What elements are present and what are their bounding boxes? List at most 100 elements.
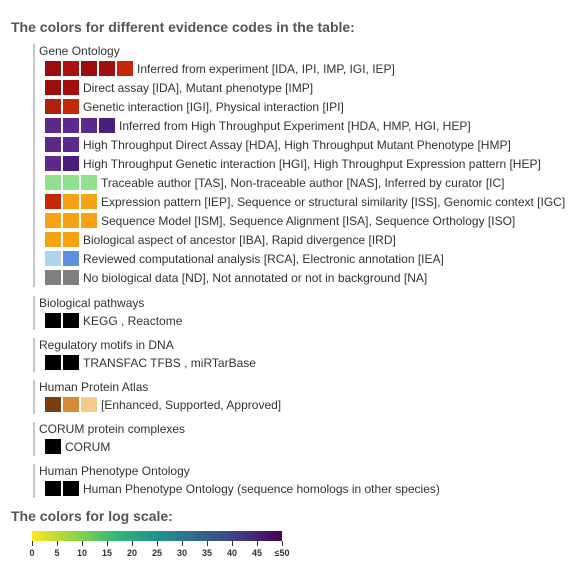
color-swatch-group: [45, 313, 79, 328]
log-scale-legend: 0 5 10 15 20 25 30 35 40 45 ≤50: [29, 531, 289, 571]
legend-row: Inferred from High Throughput Experiment…: [39, 116, 565, 135]
legend-row-label: Reviewed computational analysis [RCA], E…: [83, 251, 444, 266]
log-scale-tick: [157, 541, 158, 546]
color-swatch: [45, 439, 61, 454]
color-swatch: [117, 61, 133, 76]
color-swatch: [45, 80, 61, 95]
log-scale-tick: [132, 541, 133, 546]
legend-row-label: [Enhanced, Supported, Approved]: [101, 397, 282, 412]
legend-group-corum-protein-complexes: CORUM protein complexes CORUM: [33, 422, 185, 456]
color-swatch: [63, 175, 79, 190]
color-swatch-group: [45, 481, 79, 496]
color-swatch: [63, 118, 79, 133]
color-swatch: [45, 270, 61, 285]
color-swatch: [45, 213, 61, 228]
log-scale-tick-label: 20: [126, 548, 138, 558]
log-scale-tick: [207, 541, 208, 546]
legend-row: Human Phenotype Ontology (sequence homol…: [39, 479, 440, 498]
legend-row-label: Biological aspect of ancestor [IBA], Rap…: [83, 232, 396, 247]
legend-row-label: Expression pattern [IEP], Sequence or st…: [101, 194, 566, 209]
legend-row: [Enhanced, Supported, Approved]: [39, 395, 281, 414]
log-scale-tick-label: 40: [226, 548, 238, 558]
legend-group-biological-pathways: Biological pathways KEGG , Reactome: [33, 296, 182, 330]
color-swatch-group: [45, 99, 79, 114]
color-swatch: [63, 99, 79, 114]
legend-group-title: Human Phenotype Ontology: [39, 464, 190, 478]
legend-group-title: CORUM protein complexes: [39, 422, 186, 436]
legend-row-label: High Throughput Genetic interaction [HGI…: [83, 156, 541, 171]
legend-row: High Throughput Genetic interaction [HGI…: [39, 154, 565, 173]
legend-group-title: Human Protein Atlas: [39, 380, 149, 394]
legend-group-human-protein-atlas: Human Protein Atlas [Enhanced, Supported,…: [33, 380, 281, 414]
color-swatch: [45, 355, 61, 370]
color-swatch: [45, 99, 61, 114]
color-swatch: [81, 213, 97, 228]
color-swatch: [63, 232, 79, 247]
color-swatch: [63, 313, 79, 328]
log-scale-tick: [182, 541, 183, 546]
color-swatch: [63, 137, 79, 152]
color-swatch: [99, 118, 115, 133]
log-scale-tick: [82, 541, 83, 546]
log-scale-tick: [257, 541, 258, 546]
legend-group-title: Gene Ontology: [39, 44, 120, 58]
log-scale-tick-label: 5: [54, 548, 60, 558]
legend-row: Reviewed computational analysis [RCA], E…: [39, 249, 565, 268]
log-scale-tick-label: 30: [176, 548, 188, 558]
legend-row: Inferred from experiment [IDA, IPI, IMP,…: [39, 59, 565, 78]
log-scale-tick-label: 10: [76, 548, 88, 558]
color-swatch-group: [45, 232, 79, 247]
legend-row: Expression pattern [IEP], Sequence or st…: [39, 192, 565, 211]
color-swatch-group: [45, 355, 79, 370]
legend-row: Sequence Model [ISM], Sequence Alignment…: [39, 211, 565, 230]
color-swatch: [45, 251, 61, 266]
log-scale-tick: [107, 541, 108, 546]
color-swatch: [81, 118, 97, 133]
legend-row-label: CORUM: [65, 439, 111, 454]
log-scale-tick-label: 15: [101, 548, 113, 558]
legend-row-label: Inferred from experiment [IDA, IPI, IMP,…: [137, 61, 395, 76]
legend-row-label: No biological data [ND], Not annotated o…: [83, 270, 428, 285]
color-swatch-group: [45, 80, 79, 95]
color-swatch-group: [45, 397, 97, 412]
color-swatch: [63, 481, 79, 496]
legend-row: CORUM: [39, 437, 185, 456]
log-scale-gradient-bar: [32, 531, 282, 541]
legend-group-title: Biological pathways: [39, 296, 145, 310]
legend-row: No biological data [ND], Not annotated o…: [39, 268, 565, 287]
color-swatch: [99, 61, 115, 76]
legend-group-human-phenotype-ontology: Human Phenotype Ontology Human Phenotype …: [33, 464, 440, 498]
log-scale-heading: The colors for log scale:: [11, 508, 173, 524]
legend-row-label: Traceable author [TAS], Non-traceable au…: [101, 175, 505, 190]
color-swatch: [63, 80, 79, 95]
color-swatch: [45, 313, 61, 328]
legend-row: Genetic interaction [IGI], Physical inte…: [39, 97, 565, 116]
legend-row-label: KEGG , Reactome: [83, 313, 183, 328]
legend-group-regulatory-motifs-in-dna: Regulatory motifs in DNA TRANSFAC TFBS , …: [33, 338, 256, 372]
color-swatch-group: [45, 137, 79, 152]
color-swatch: [63, 397, 79, 412]
color-swatch-group: [45, 118, 115, 133]
color-swatch: [45, 194, 61, 209]
legend-row: Traceable author [TAS], Non-traceable au…: [39, 173, 565, 192]
evidence-codes-heading: The colors for different evidence codes …: [11, 19, 355, 35]
legend-group-title: Regulatory motifs in DNA: [39, 338, 174, 352]
color-swatch: [63, 156, 79, 171]
legend-row-label: TRANSFAC TFBS , miRTarBase: [83, 355, 256, 370]
legend-row: High Throughput Direct Assay [HDA], High…: [39, 135, 565, 154]
legend-row-label: High Throughput Direct Assay [HDA], High…: [83, 137, 511, 152]
color-swatch-group: [45, 156, 79, 171]
legend-row-label: Direct assay [IDA], Mutant phenotype [IM…: [83, 80, 314, 95]
color-swatch: [63, 61, 79, 76]
legend-row: KEGG , Reactome: [39, 311, 182, 330]
color-swatch: [81, 397, 97, 412]
color-swatch: [45, 61, 61, 76]
legend-row-label: Sequence Model [ISM], Sequence Alignment…: [101, 213, 516, 228]
log-scale-tick-label: 25: [151, 548, 163, 558]
color-swatch: [63, 213, 79, 228]
color-swatch: [63, 355, 79, 370]
color-swatch: [45, 397, 61, 412]
color-swatch: [63, 251, 79, 266]
log-scale-tick-label: 45: [251, 548, 263, 558]
color-swatch-group: [45, 213, 97, 228]
